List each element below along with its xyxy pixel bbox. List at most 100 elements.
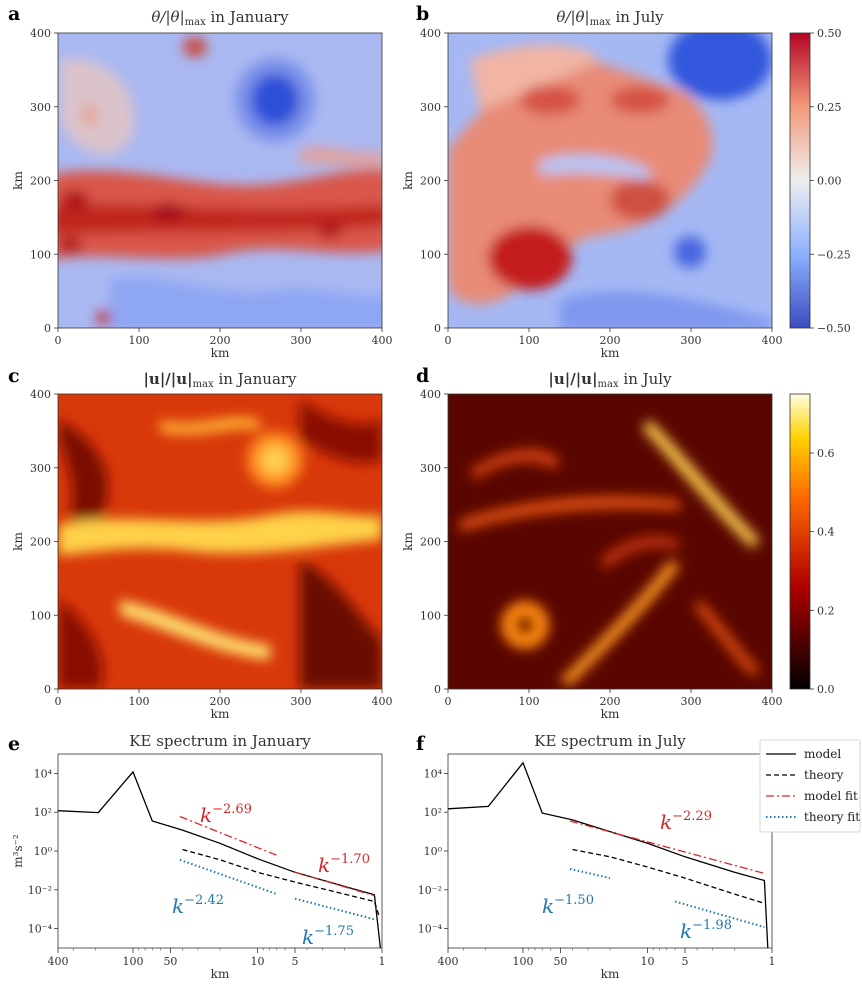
yaxis-label-a: km <box>11 171 25 190</box>
ytick-label-e: 10² <box>34 806 52 819</box>
colorbar-tick-label: 0.0 <box>817 683 835 696</box>
xtick-label-a: 400 <box>372 334 393 347</box>
ytick-label-e: 10⁻⁴ <box>28 923 53 936</box>
xtick-label-c: 100 <box>129 695 150 708</box>
series-group-e <box>58 770 382 948</box>
xtick-label-b: 0 <box>445 334 452 347</box>
xtick-label-e: 100 <box>122 955 143 968</box>
spectrum-f: 400 100 50 10 5 1 km 10⁴ 10² 10⁰ 10⁻² 10⁻⁴ k−2.29 k−1… <box>418 761 776 981</box>
panel-e-title: KE spectrum in January <box>129 732 311 750</box>
series-line-theory-fit-0 <box>179 858 278 896</box>
heatmap-a <box>58 33 382 328</box>
colorbar-tick-label: 0.2 <box>817 604 835 617</box>
xtick-label-c: 300 <box>291 695 312 708</box>
xtick-label-d: 200 <box>600 695 621 708</box>
series-line-theory-fit-1 <box>674 900 765 929</box>
xtick-label-d: 400 <box>762 695 783 708</box>
legend-label: theory fit <box>804 810 860 824</box>
ytick-label-d: 0 <box>434 683 441 696</box>
series-line-theory-fit-1 <box>294 897 375 921</box>
xaxis-label-d: km <box>601 707 620 721</box>
series-line-model-fit-1 <box>294 871 375 897</box>
xtick-label-f: 100 <box>512 955 533 968</box>
xtick-label-a: 0 <box>55 334 62 347</box>
spectrum-e: 400 100 50 10 5 1 km 10⁴ 10² 10⁰ 10⁻² 10⁻⁴ m³s⁻² k−2.… <box>11 767 386 981</box>
ytick-label-e: 10⁰ <box>34 845 53 858</box>
ytick-label-a: 200 <box>30 175 51 188</box>
ytick-label-a: 0 <box>44 322 51 335</box>
ytick-label-a: 100 <box>30 248 51 261</box>
yaxis-label-b: km <box>401 171 415 190</box>
slope-annotation: k−1.75 <box>302 924 354 949</box>
xaxis-label-b: km <box>601 346 620 360</box>
colorbar-tick-label: −0.25 <box>817 248 851 261</box>
ytick-label-b: 0 <box>434 322 441 335</box>
panel-c-title: |u|/|u|max in January <box>143 370 297 390</box>
slope-annotation: k−2.42 <box>172 893 224 918</box>
ytick-label-b: 100 <box>420 248 441 261</box>
ytick-label-f: 10² <box>424 806 442 819</box>
xtick-label-e: 10 <box>250 955 264 968</box>
xaxis-label-f: km <box>601 967 620 981</box>
slope-annotation: k−2.69 <box>200 802 252 827</box>
xaxis-label-c: km <box>211 707 230 721</box>
xtick-label-e: 5 <box>291 955 298 968</box>
ytick-label-c: 0 <box>44 683 51 696</box>
colorbar-tick-label: 0.6 <box>817 447 835 460</box>
xaxis-label-e: km <box>211 967 230 981</box>
ytick-label-a: 300 <box>30 101 51 114</box>
panel-f: f KE spectrum in July 400 100 50 10 5 1 km 10⁴ 1… <box>416 732 776 981</box>
xtick-label-c: 200 <box>210 695 231 708</box>
panel-label-e: e <box>8 733 20 755</box>
xtick-label-f: 10 <box>640 955 654 968</box>
xtick-label-f: 5 <box>681 955 688 968</box>
heatmap-axes: 0 100 200 300 400 0 100 200 300 400 km km 0 100 200 300… <box>11 27 783 721</box>
xtick-label-f: 50 <box>553 955 567 968</box>
xtick-label-b: 200 <box>600 334 621 347</box>
ytick-label-d: 200 <box>420 536 441 549</box>
ytick-label-f: 10⁻⁴ <box>418 923 443 936</box>
xtick-label-e: 1 <box>379 955 386 968</box>
heatmap-b <box>448 33 772 328</box>
ytick-label-b: 200 <box>420 175 441 188</box>
heatmap-c <box>58 394 382 689</box>
ytick-label-a: 400 <box>30 27 51 40</box>
xtick-label-e: 50 <box>163 955 177 968</box>
panel-f-title: KE spectrum in July <box>534 732 686 750</box>
colorbar-speed <box>789 393 811 690</box>
xtick-label-c: 400 <box>372 695 393 708</box>
slope-annotation: k−2.29 <box>660 809 712 834</box>
ytick-label-d: 100 <box>420 609 441 622</box>
xtick-label-f: 400 <box>438 955 459 968</box>
xtick-label-a: 100 <box>129 334 150 347</box>
xtick-label-e: 400 <box>48 955 69 968</box>
panel-label-f: f <box>416 733 426 755</box>
ytick-label-f: 10⁴ <box>424 767 443 780</box>
panel-c: c |u|/|u|max in January <box>8 365 383 690</box>
panel-a: a θ/|θ|max in January <box>8 3 383 329</box>
ytick-label-f: 10⁰ <box>424 845 443 858</box>
yaxis-label-e: m³s⁻² <box>11 834 25 868</box>
xtick-label-d: 300 <box>681 695 702 708</box>
series-line-model-fit-0 <box>569 820 765 875</box>
slope-annotation: k−1.98 <box>680 918 732 943</box>
panel-a-title: θ/|θ|max in January <box>151 8 289 28</box>
ytick-label-b: 300 <box>420 101 441 114</box>
panel-d: d |u|/|u|max in July 0.6 0.4 0.2 0.0 <box>416 365 835 696</box>
xtick-label-a: 200 <box>210 334 231 347</box>
ytick-label-e: 10⁻² <box>28 884 52 897</box>
slope-annotation: k−1.70 <box>318 852 370 877</box>
panel-b-title: θ/|θ|max in July <box>556 8 664 28</box>
ytick-label-d: 400 <box>420 388 441 401</box>
xtick-label-b: 100 <box>519 334 540 347</box>
panel-label-d: d <box>416 365 429 387</box>
xtick-label-d: 0 <box>445 695 452 708</box>
panel-label-a: a <box>8 3 20 25</box>
ytick-label-f: 10⁻² <box>418 884 442 897</box>
colorbar-theta <box>789 32 811 329</box>
series-group-f <box>448 761 769 948</box>
panel-b: b θ/|θ|max in July 0.50 0.25 0.00 −0.25 −0.5… <box>416 3 851 335</box>
xtick-label-f: 1 <box>769 955 776 968</box>
colorbar-tick-label: 0.4 <box>817 526 835 539</box>
colorbar-theta-ticks: 0.50 0.25 0.00 −0.25 −0.50 <box>810 27 851 335</box>
